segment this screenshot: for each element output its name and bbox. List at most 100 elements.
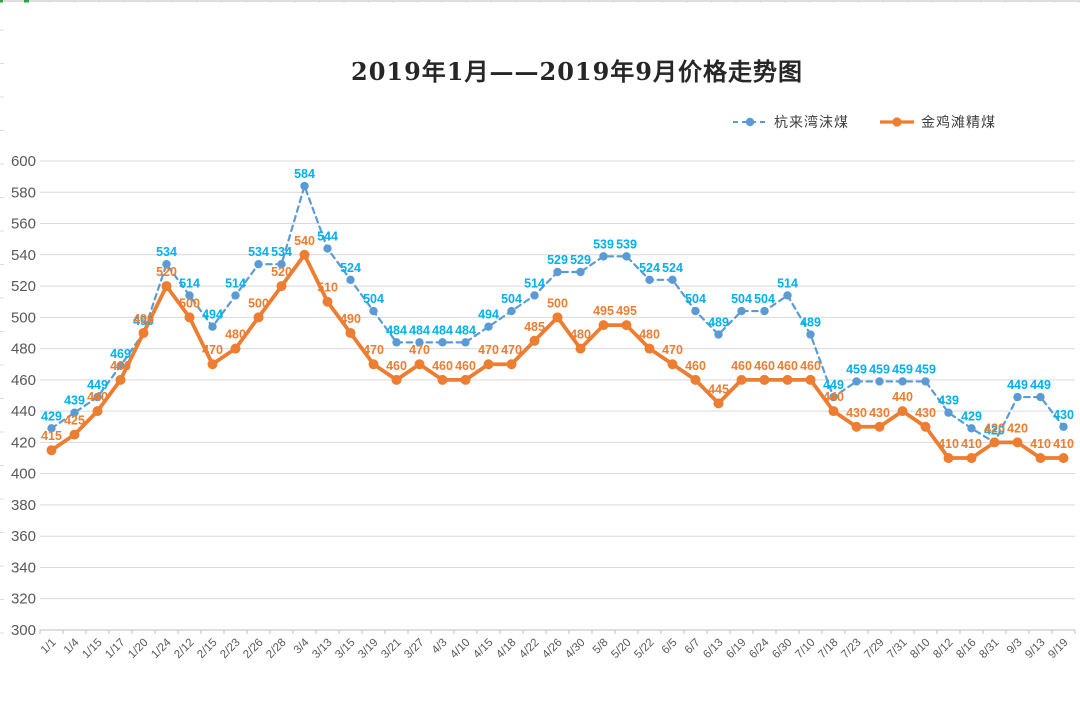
data-point-label: 480 <box>570 328 591 342</box>
x-axis-label: 1/4 <box>62 636 82 656</box>
data-point-marker <box>575 343 586 354</box>
data-point-label: 440 <box>87 390 108 404</box>
data-point-marker <box>93 392 102 402</box>
y-axis-label: 420 <box>11 434 36 451</box>
data-point-marker <box>207 359 218 370</box>
data-point-marker <box>760 306 769 316</box>
data-point-label: 410 <box>1030 437 1051 451</box>
data-point-marker <box>875 377 884 386</box>
data-point-marker <box>437 374 448 385</box>
x-axis-label: 8/12 <box>931 637 955 661</box>
x-axis-label: 6/5 <box>660 637 680 657</box>
data-point-marker <box>47 424 56 433</box>
x-axis-label: 2/12 <box>172 637 196 661</box>
data-point-marker <box>460 374 471 385</box>
data-point-marker <box>645 275 654 285</box>
y-axis-label: 560 <box>11 216 36 233</box>
legend-item-jinjitan[interactable]: 金鸡滩精煤 <box>879 112 996 132</box>
data-point-marker <box>461 338 470 347</box>
x-axis-label: 3/21 <box>379 637 403 661</box>
data-point-marker <box>230 343 241 354</box>
data-point-marker <box>967 424 976 433</box>
data-point-label: 539 <box>593 237 614 251</box>
data-point-marker <box>438 338 447 347</box>
data-point-label: 459 <box>846 362 867 376</box>
data-point-label: 420 <box>984 423 1005 437</box>
data-point-marker <box>138 327 149 338</box>
data-point-marker <box>391 374 402 385</box>
x-axis-label: 6/13 <box>701 637 725 661</box>
data-point-marker <box>483 359 494 370</box>
data-point-marker <box>621 320 632 331</box>
x-axis-label: 7/31 <box>885 637 909 661</box>
data-point-marker <box>415 338 424 347</box>
data-point-marker <box>898 377 907 386</box>
data-point-label: 514 <box>777 276 798 290</box>
x-axis-label: 9/3 <box>1005 637 1025 657</box>
data-point-marker <box>782 374 793 385</box>
data-point-label: 470 <box>478 343 499 357</box>
data-point-label: 494 <box>478 308 499 322</box>
legend-item-hanglaiwan[interactable]: 杭来湾沫煤 <box>732 112 849 132</box>
data-point-label: 430 <box>1053 408 1074 422</box>
chart-title: 2019年1月——2019年9月价格走势图 <box>351 57 803 86</box>
data-point-label: 460 <box>432 359 453 373</box>
y-axis-label: 440 <box>11 403 36 420</box>
data-point-marker <box>277 259 286 269</box>
data-point-label: 495 <box>593 304 614 318</box>
legend: 杭来湾沫煤 金鸡滩精煤 <box>732 112 996 132</box>
series-labels-1: 4154254404604905205004704805005205405104… <box>41 234 1074 451</box>
selection-handle-green <box>24 0 29 3</box>
data-point-label: 459 <box>869 362 890 376</box>
data-point-label: 460 <box>754 359 775 373</box>
data-point-marker <box>644 343 655 354</box>
data-point-marker <box>253 312 264 323</box>
data-point-label: 500 <box>179 296 200 310</box>
selection-handle-green <box>0 0 3 3</box>
legend-label: 金鸡滩精煤 <box>921 114 996 130</box>
data-point-marker <box>1035 453 1046 464</box>
solid-line-marker-icon <box>880 117 914 127</box>
data-point-marker <box>184 312 195 323</box>
data-point-marker <box>414 359 425 370</box>
y-axis-label: 300 <box>11 622 36 639</box>
data-point-marker <box>116 361 125 370</box>
x-axis-label: 7/10 <box>793 637 817 661</box>
x-axis-label: 7/18 <box>816 637 840 661</box>
data-point-label: 534 <box>248 245 269 259</box>
data-point-marker <box>46 445 57 456</box>
x-axis-label: 2/15 <box>195 637 219 661</box>
x-axis-label: 3/19 <box>356 637 380 661</box>
data-point-marker <box>70 408 79 417</box>
data-point-marker <box>829 392 838 402</box>
data-point-marker <box>507 306 516 316</box>
data-point-label: 494 <box>202 308 223 322</box>
data-point-marker <box>966 453 977 464</box>
x-axis-label: 8/31 <box>977 637 1001 661</box>
data-point-label: 445 <box>708 382 729 396</box>
data-point-label: 524 <box>639 261 660 275</box>
data-point-label: 520 <box>156 265 177 279</box>
data-point-marker <box>622 252 631 261</box>
data-point-marker <box>851 421 862 432</box>
x-axis-label: 4/3 <box>430 637 450 657</box>
data-point-label: 529 <box>570 253 591 267</box>
y-axis-label: 400 <box>11 466 36 483</box>
data-point-marker <box>852 377 861 386</box>
data-point-label: 425 <box>64 414 85 428</box>
data-point-label: 449 <box>1030 378 1051 392</box>
data-point-marker <box>943 453 954 464</box>
data-point-marker <box>576 267 585 277</box>
data-point-marker <box>783 291 792 300</box>
data-point-marker <box>1058 453 1069 464</box>
data-point-label: 504 <box>685 292 706 306</box>
data-point-label: 495 <box>616 304 637 318</box>
x-axis-label: 4/30 <box>563 637 587 661</box>
data-point-label: 524 <box>662 261 683 275</box>
data-point-label: 440 <box>892 390 913 404</box>
data-point-label: 449 <box>823 378 844 392</box>
data-point-label: 449 <box>87 378 108 392</box>
x-axis-label: 7/23 <box>839 637 863 661</box>
data-point-label: 460 <box>455 359 476 373</box>
data-point-label: 544 <box>317 230 338 244</box>
